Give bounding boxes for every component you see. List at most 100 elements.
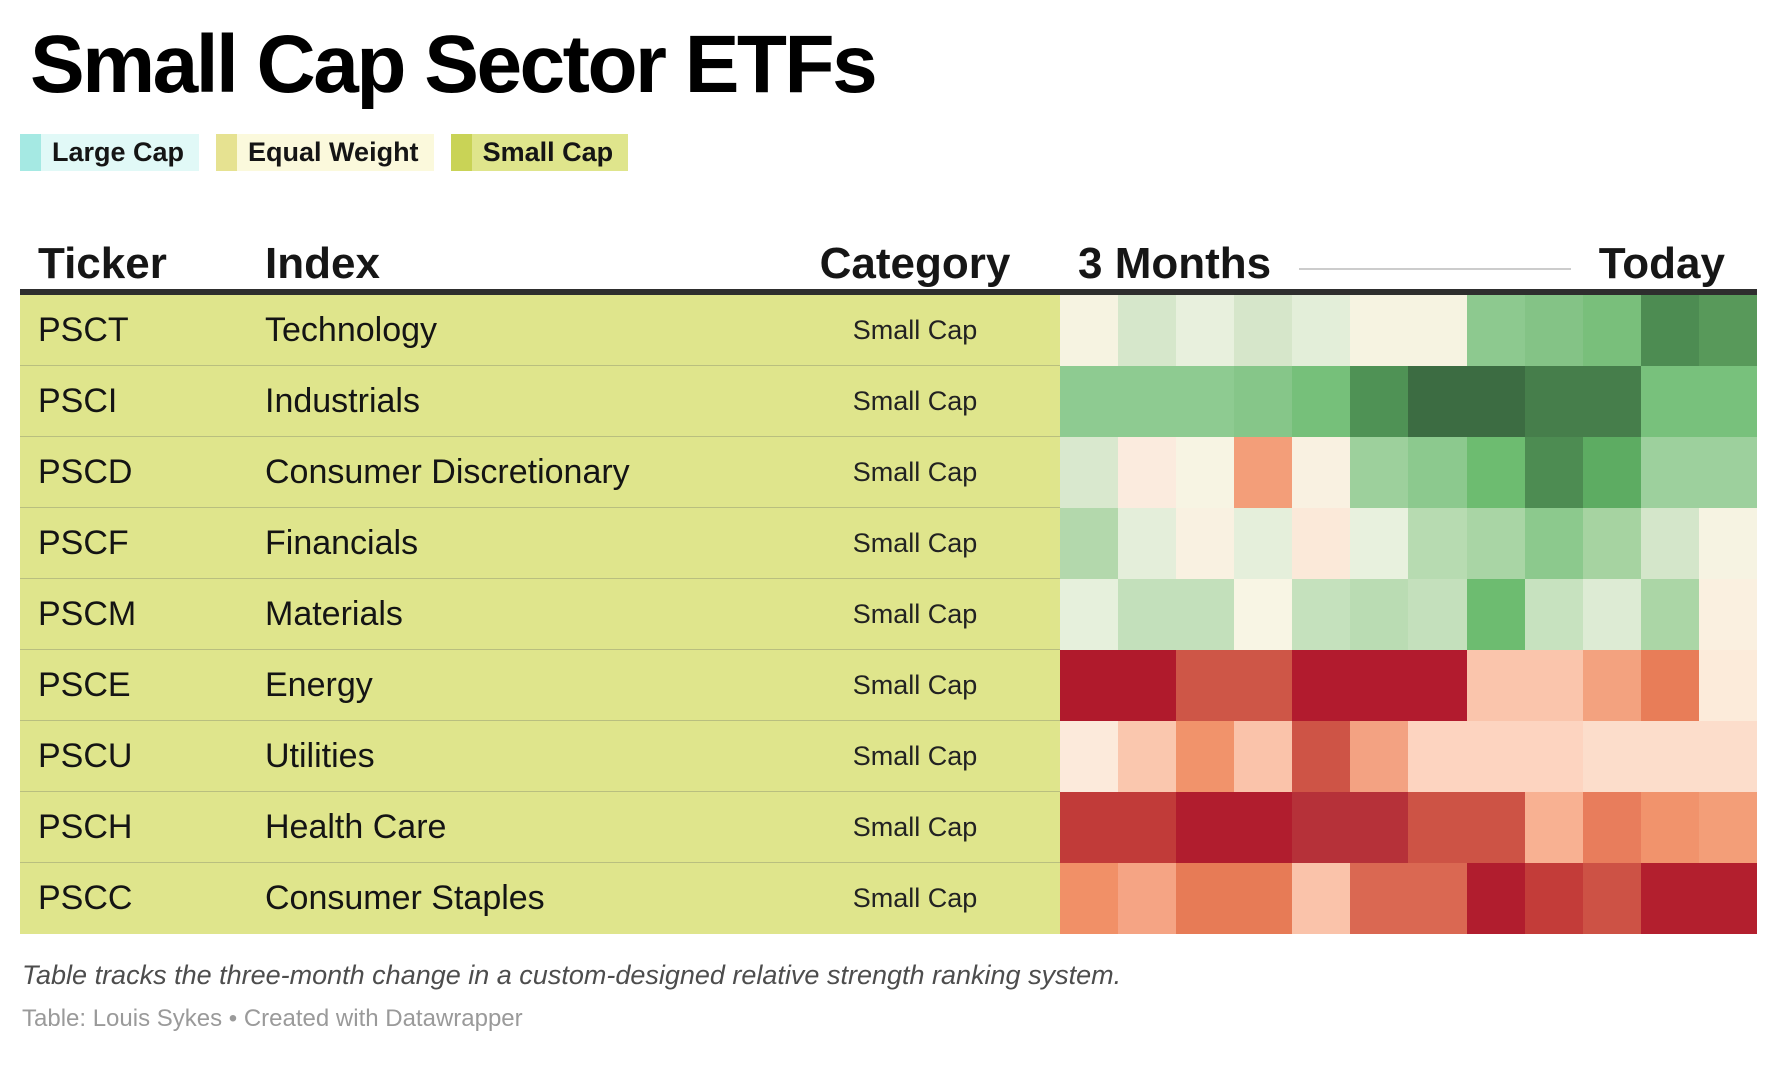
heatmap-cell [1640, 295, 1699, 367]
heatmap-cell [1466, 295, 1525, 367]
row-heatmap [1060, 792, 1757, 864]
heatmap-cell [1118, 650, 1177, 722]
header-category: Category [819, 239, 1011, 289]
heatmap-cell [1698, 508, 1757, 580]
heatmap-cell [1466, 650, 1525, 722]
header-period-end: Today [1598, 239, 1725, 289]
category-cell: Small Cap [852, 598, 978, 629]
heatmap-cell [1234, 366, 1293, 438]
row-heatmap [1060, 437, 1757, 509]
heatmap-cell [1466, 366, 1525, 438]
heatmap-cell [1350, 579, 1409, 651]
heatmap-cell [1060, 650, 1119, 722]
heatmap-cell [1350, 792, 1409, 864]
heatmap-cell [1118, 437, 1177, 509]
heatmap-cell [1176, 366, 1235, 438]
table-row: PSCF Financials Small Cap [20, 508, 1757, 580]
row-left-block: PSCH Health Care Small Cap [20, 792, 1060, 864]
category-cell: Small Cap [852, 883, 978, 914]
heatmap-cell [1234, 579, 1293, 651]
heatmap-cell [1698, 295, 1757, 367]
heatmap-cell [1292, 863, 1351, 935]
heatmap-cell [1640, 650, 1699, 722]
heatmap-cell [1234, 508, 1293, 580]
legend-label-small-cap: Small Cap [471, 134, 629, 172]
heatmap-cell [1118, 579, 1177, 651]
heatmap-cell [1234, 437, 1293, 509]
heatmap-cell [1060, 579, 1119, 651]
row-left-block: PSCT Technology Small Cap [20, 295, 1060, 367]
heatmap-cell [1524, 579, 1583, 651]
heatmap-cell [1408, 579, 1467, 651]
table-header: Ticker Index Category 3 Months Today [20, 217, 1757, 289]
heatmap-cell [1176, 863, 1235, 935]
index-cell: Consumer Discretionary [265, 452, 630, 491]
heatmap-cell [1060, 437, 1119, 509]
heatmap-cell [1582, 863, 1641, 935]
heatmap-cell [1466, 863, 1525, 935]
index-cell: Materials [265, 594, 403, 633]
row-left-block: PSCC Consumer Staples Small Cap [20, 863, 1060, 935]
category-cell: Small Cap [852, 740, 978, 771]
legend-chip-small-cap: Small Cap [450, 134, 629, 172]
page-title: Small Cap Sector ETFs [30, 19, 878, 110]
heatmap-cell [1582, 295, 1641, 367]
legend-chip-large-cap: Large Cap [20, 134, 200, 172]
heatmap-cell [1060, 863, 1119, 935]
heatmap-cell [1234, 863, 1293, 935]
heatmap-cell [1466, 508, 1525, 580]
table-row: PSCD Consumer Discretionary Small Cap [20, 437, 1757, 509]
heatmap-cell [1698, 366, 1757, 438]
legend-chip-equal-weight: Equal Weight [216, 134, 434, 172]
heatmap-cell [1060, 721, 1119, 793]
index-cell: Consumer Staples [265, 879, 545, 918]
heatmap-cell [1176, 792, 1235, 864]
legend: Large Cap Equal Weight Small Cap [20, 134, 1776, 172]
heatmap-cell [1640, 508, 1699, 580]
heatmap-cell [1582, 366, 1641, 438]
row-heatmap [1060, 366, 1757, 438]
row-heatmap [1060, 721, 1757, 793]
header-index: Index [265, 239, 380, 289]
heatmap-cell [1118, 863, 1177, 935]
ticker-cell: PSCE [38, 665, 131, 704]
row-heatmap [1060, 295, 1757, 367]
heatmap-cell [1466, 792, 1525, 864]
index-cell: Technology [265, 310, 438, 349]
row-heatmap [1060, 579, 1757, 651]
heatmap-cell [1524, 863, 1583, 935]
heatmap-cell [1408, 508, 1467, 580]
heatmap-cell [1466, 721, 1525, 793]
header-period: 3 Months Today [1060, 239, 1757, 289]
row-left-block: PSCI Industrials Small Cap [20, 366, 1060, 438]
category-cell: Small Cap [852, 527, 978, 558]
heatmap-cell [1176, 508, 1235, 580]
heatmap-cell [1466, 579, 1525, 651]
table-body: PSCT Technology Small Cap PSCI Industrials Sm… [20, 295, 1757, 935]
row-left-block: PSCM Materials Small Cap [20, 579, 1060, 651]
heatmap-cell [1292, 437, 1351, 509]
heatmap-cell [1698, 863, 1757, 935]
category-cell: Small Cap [852, 456, 978, 487]
heatmap-cell [1234, 650, 1293, 722]
index-cell: Financials [265, 523, 419, 562]
ticker-cell: PSCF [38, 523, 129, 562]
table-row: PSCI Industrials Small Cap [20, 366, 1757, 438]
heatmap-cell [1292, 792, 1351, 864]
heatmap-cell [1582, 508, 1641, 580]
heatmap-cell [1582, 437, 1641, 509]
heatmap-cell [1524, 437, 1583, 509]
category-cell: Small Cap [852, 811, 978, 842]
ticker-cell: PSCD [38, 452, 133, 491]
heatmap-cell [1350, 508, 1409, 580]
row-heatmap [1060, 650, 1757, 722]
table-row: PSCT Technology Small Cap [20, 295, 1757, 367]
heatmap-cell [1060, 508, 1119, 580]
heatmap-cell [1524, 295, 1583, 367]
index-cell: Industrials [265, 381, 420, 420]
heatmap-cell [1698, 792, 1757, 864]
heatmap-cell [1408, 650, 1467, 722]
heatmap-cell [1118, 366, 1177, 438]
heatmap-cell [1640, 366, 1699, 438]
